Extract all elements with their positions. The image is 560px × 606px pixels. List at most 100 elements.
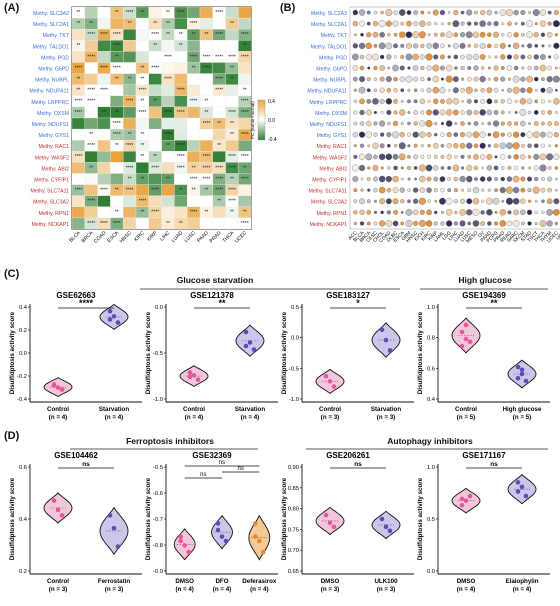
bubble-point — [366, 98, 372, 104]
y-tick-label: -0.2 — [17, 374, 27, 380]
x-category-n: (n = 3) — [105, 586, 123, 593]
heatmap-star: **** — [203, 176, 211, 182]
bubble-point — [520, 76, 526, 82]
bubble-point — [541, 210, 545, 214]
bubble-point — [532, 9, 540, 16]
bubble-point — [379, 143, 385, 149]
bubble-point — [372, 164, 379, 171]
bubble-point — [399, 76, 405, 82]
data-point — [219, 534, 225, 539]
data-point — [55, 385, 61, 390]
bubble-point — [393, 43, 398, 49]
bubble-point — [385, 153, 393, 161]
heatmap-star: ** — [243, 165, 247, 171]
bubble-point — [366, 199, 371, 204]
y-tick-label: -0.7 — [153, 517, 163, 523]
y-tick-label: 0.2 — [19, 328, 27, 334]
heatmap-star: **** — [215, 10, 223, 16]
bubble-point — [359, 221, 365, 226]
data-point — [515, 489, 521, 494]
bubble-point — [385, 76, 392, 83]
bubble-point — [547, 121, 552, 126]
heatmap-star: **** — [241, 54, 249, 60]
bubble-point — [407, 99, 411, 104]
bubble-point — [506, 220, 513, 227]
bubble-point — [398, 153, 406, 161]
bubble-point — [439, 197, 446, 205]
bubble-point — [440, 221, 445, 226]
bubble-point — [526, 87, 533, 94]
bubble-point — [379, 98, 385, 104]
bubble-point — [366, 177, 371, 182]
bubble-point — [527, 199, 532, 203]
bubble-point — [453, 221, 458, 226]
data-point — [107, 317, 113, 322]
bubble-point — [466, 175, 473, 183]
bubble-point — [433, 54, 439, 60]
heatmap-star: ** — [166, 143, 170, 149]
data-point — [467, 493, 473, 499]
bubble-point — [514, 99, 518, 103]
bubble-point — [378, 186, 386, 194]
heatmap-star: ** — [153, 99, 157, 105]
x-category-label: Control — [319, 406, 341, 413]
bubble-point — [432, 109, 439, 116]
bubble-point — [533, 153, 540, 160]
y-axis-label: Disulfidptosis activity score — [417, 477, 424, 560]
bubble-point — [452, 109, 459, 116]
bubble-point — [486, 176, 492, 182]
bubble-point — [459, 42, 466, 49]
heatmap-star: **** — [126, 165, 134, 171]
bubble-point — [407, 110, 411, 114]
bubble-point — [440, 132, 445, 137]
bubble-point — [434, 199, 438, 203]
y-tick-label: 0.5 — [291, 305, 299, 311]
bubble-point — [547, 176, 553, 182]
bubble-point — [358, 86, 366, 94]
bubble-point — [487, 188, 491, 192]
bubble-point — [400, 21, 405, 26]
bubble-point — [513, 65, 519, 71]
heatmap-star: **** — [151, 65, 159, 71]
y-tick-label: 0.2 — [19, 569, 27, 575]
bubble-point — [378, 42, 386, 50]
bubble-point — [353, 33, 357, 37]
heatmap-star: ** — [166, 176, 170, 182]
bubble-point — [420, 65, 425, 71]
bubble-point — [432, 9, 439, 16]
bubble-point — [372, 21, 379, 27]
data-point — [187, 374, 193, 380]
bubble-point — [366, 32, 372, 38]
bubble-point — [366, 120, 372, 127]
y-tick-label: 0.6 — [427, 366, 435, 372]
bubble-point — [419, 98, 426, 105]
bubble-point — [467, 44, 471, 48]
heatmap-star: **** — [177, 110, 185, 116]
y-tick-label: 0.80 — [288, 507, 299, 513]
bubble-point — [492, 131, 500, 138]
bubble-point — [460, 198, 466, 204]
heatmap-row-label: Methy. LRPPRC — [31, 100, 69, 106]
heatmap-star: ** — [243, 88, 247, 94]
y-tick-label: 0.75 — [288, 527, 299, 533]
bubble-point — [527, 54, 532, 60]
bubble-point — [506, 142, 513, 150]
heatmap-star: **** — [215, 165, 223, 171]
bubble-point — [367, 188, 371, 192]
heatmap-star: **** — [177, 88, 185, 94]
bubble-point — [426, 109, 432, 116]
bubble-point — [425, 220, 433, 227]
chart-title: GSE206261 — [326, 451, 370, 460]
bubble-point — [473, 99, 478, 104]
bubble-point — [540, 187, 546, 193]
data-point — [261, 549, 266, 555]
bubble-point — [374, 199, 377, 203]
bubble-point — [392, 120, 399, 127]
x-category-label: DMSO — [457, 578, 476, 585]
bubble-point — [353, 199, 358, 204]
heatmap-star: **** — [87, 143, 95, 149]
bubble-point — [432, 64, 440, 72]
bubble-point — [474, 177, 478, 181]
bubble-point — [520, 209, 526, 216]
bubble-point — [453, 199, 458, 204]
